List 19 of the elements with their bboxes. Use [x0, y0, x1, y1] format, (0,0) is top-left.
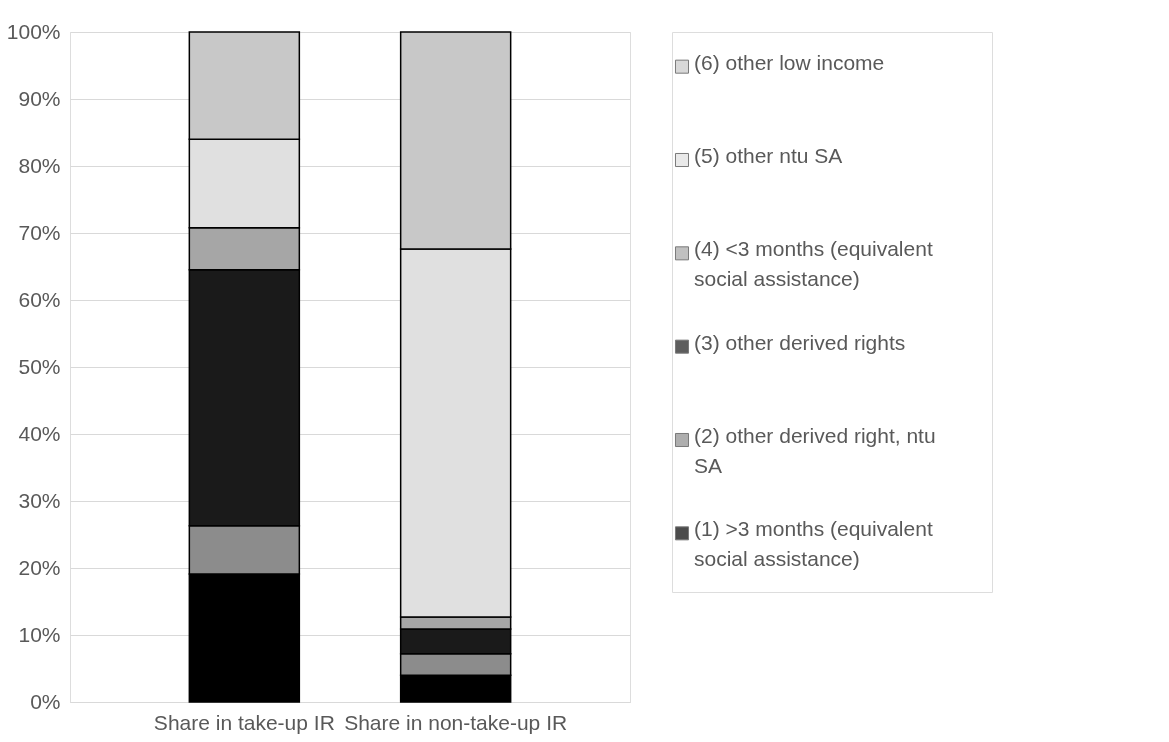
legend-label: (5) other ntu SA	[694, 144, 843, 167]
y-tick-label: 0%	[30, 689, 61, 713]
legend-label: (4) <3 months (equivalent social assistance)	[694, 237, 933, 291]
legend-label: (3) other derived rights	[694, 330, 906, 354]
y-tick-label: 70%	[18, 220, 61, 244]
y-tick-label: 20%	[18, 555, 61, 579]
y-tick-label: 40%	[18, 421, 61, 445]
y-tick-label: 90%	[18, 86, 61, 110]
legend-label: (1) >3 months (equivalent social assistance)	[694, 517, 933, 571]
x-tick-label: Share in take-up IR	[153, 710, 335, 734]
legend-label: (6) other low income	[694, 50, 885, 74]
y-tick-label: 100%	[6, 19, 61, 43]
legend-label: (2) other derived right, ntu SA	[694, 424, 936, 477]
x-tick-label: Share in non-take-up IR	[344, 710, 568, 734]
y-tick-label: 80%	[18, 153, 61, 177]
y-tick-label: 50%	[18, 354, 61, 378]
y-tick-label: 60%	[18, 287, 61, 311]
y-tick-label: 10%	[18, 622, 61, 646]
y-tick-label: 30%	[18, 488, 61, 512]
